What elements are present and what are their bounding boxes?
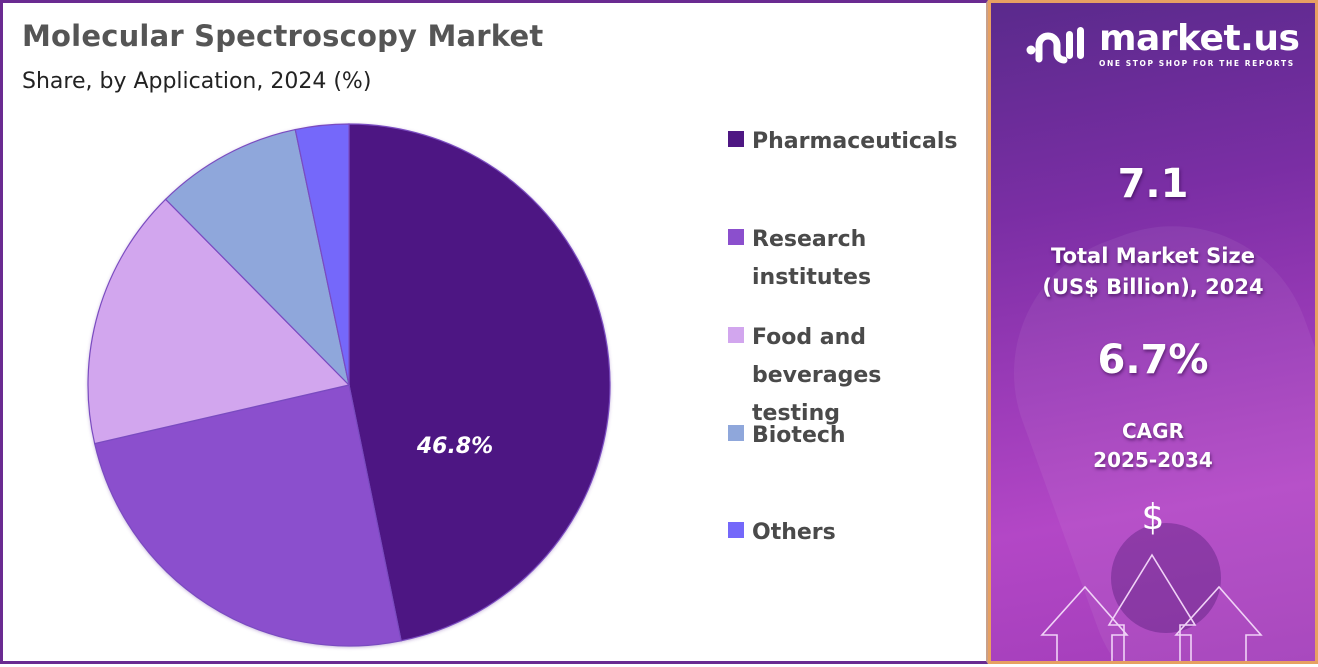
legend-swatch [728, 425, 744, 441]
pie-slice-others[interactable] [294, 123, 350, 386]
pie-slice-research-institutes[interactable] [93, 384, 402, 647]
logo-text: market.us [1099, 18, 1300, 59]
legend-swatch [728, 131, 744, 147]
pie-slice-food-and-beverages-testing[interactable] [87, 198, 351, 445]
legend-item-pharmaceuticals[interactable]: Pharmaceuticals [728, 123, 982, 161]
legend-item-research-institutes[interactable]: Research institutes [728, 221, 902, 297]
legend-item-food-beverages-testing[interactable]: Food and beverages testing [728, 319, 902, 433]
legend-label: Others [752, 520, 836, 545]
legend-swatch [728, 522, 744, 538]
cagr-label-line1: CAGR [1122, 419, 1184, 443]
legend-label: Food and beverages testing [752, 325, 882, 426]
pie-data-label: 46.8% [416, 434, 493, 459]
summary-sidebar: market.us ONE STOP SHOP FOR THE REPORTS … [988, 0, 1318, 664]
dollar-icon: $ [1141, 497, 1165, 538]
market-size-label-line2: (US$ Billion), 2024 [1042, 275, 1264, 299]
market-size-value: 7.1 [1117, 161, 1189, 207]
legend-swatch [728, 327, 744, 343]
brand-logo[interactable]: market.us ONE STOP SHOP FOR THE REPORTS [1025, 18, 1300, 68]
market-size-label-line1: Total Market Size [1051, 244, 1255, 268]
legend-label: Pharmaceuticals [752, 129, 958, 154]
chart-title: Molecular Spectroscopy Market [22, 19, 544, 53]
legend-swatch [728, 229, 744, 245]
pie-slice-pharmaceuticals[interactable] [348, 123, 611, 642]
chart-panel: Molecular Spectroscopy Market Share, by … [0, 0, 988, 664]
market-us-logo-icon [1026, 26, 1084, 63]
cagr-label-line2: 2025-2034 [1093, 448, 1213, 472]
cagr-value: 6.7% [1097, 337, 1209, 383]
legend-item-others[interactable]: Others [728, 514, 982, 552]
legend-item-biotech[interactable]: Biotech [728, 417, 982, 455]
pie-slice-biotech[interactable] [164, 128, 351, 387]
legend-label: Biotech [752, 423, 846, 448]
pie-chart: 46.8% [87, 123, 611, 647]
logo-tagline: ONE STOP SHOP FOR THE REPORTS [1099, 59, 1295, 68]
chart-subtitle: Share, by Application, 2024 (%) [22, 69, 372, 94]
legend-label: Research institutes [752, 227, 872, 290]
growth-arrows-icon [1040, 553, 1263, 661]
